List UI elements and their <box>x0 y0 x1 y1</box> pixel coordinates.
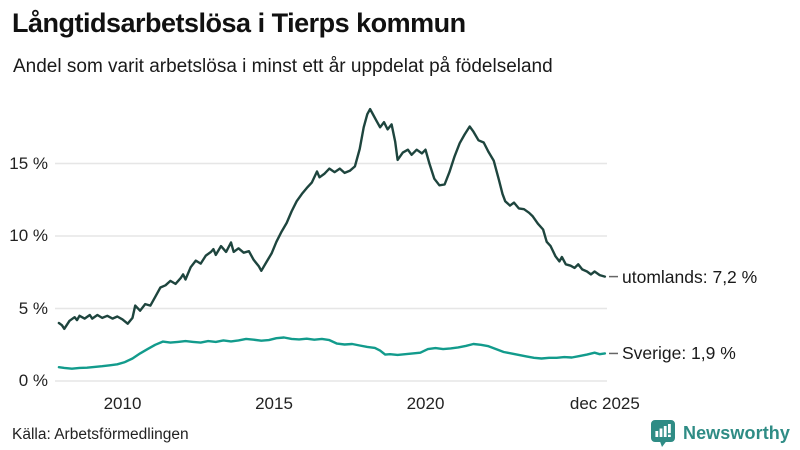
x-tick-label: 2010 <box>103 394 142 413</box>
series-label-sverige: Sverige: 1,9 % <box>622 343 736 364</box>
series-label-utomlands: utomlands: 7,2 % <box>622 266 758 287</box>
source-note: Källa: Arbetsförmedlingen <box>12 426 189 443</box>
series-line-sverige <box>57 336 607 370</box>
y-tick-label: 10 % <box>9 226 48 245</box>
newsworthy-icon <box>650 420 675 447</box>
newsworthy-logo-link[interactable]: Newsworthy <box>650 419 790 448</box>
chart-subtitle: Andel som varit arbetslösa i minst ett å… <box>13 56 553 77</box>
series-line-utomlands <box>57 107 607 330</box>
x-tick-label: 2020 <box>406 394 445 413</box>
y-tick-label: 0 % <box>18 371 48 390</box>
y-tick-label: 15 % <box>9 153 48 173</box>
x-tick-label: 2015 <box>255 394 293 413</box>
y-tick-label: 5 % <box>18 298 48 318</box>
chart-title: Långtidsarbetslösa i Tierps kommun <box>12 8 466 38</box>
newsworthy-wordmark: Newsworthy <box>682 423 790 443</box>
x-tick-label: dec 2025 <box>569 394 640 413</box>
